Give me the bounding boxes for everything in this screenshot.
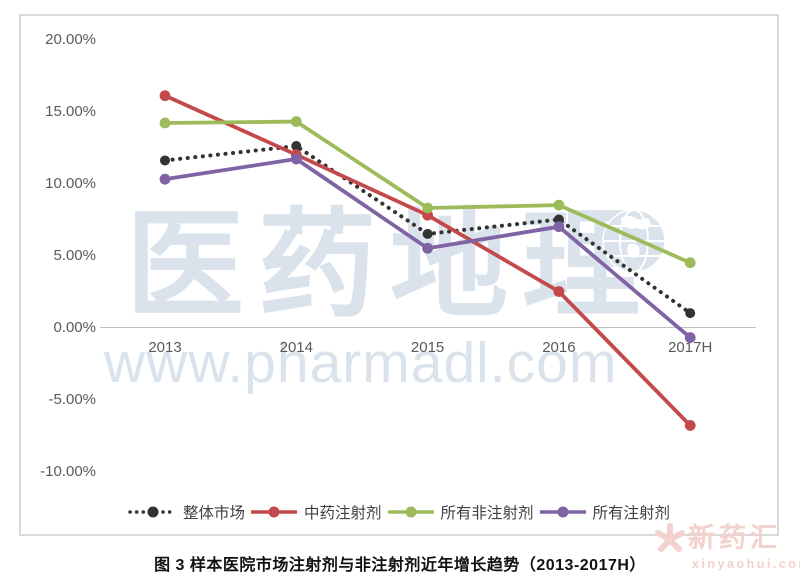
data-point-marker bbox=[684, 257, 696, 269]
y-tick-label: -5.00% bbox=[48, 390, 96, 408]
asterisk-logo-icon bbox=[655, 523, 685, 552]
legend-label: 中药注射剂 bbox=[303, 505, 382, 522]
y-tick-label: 15.00% bbox=[45, 102, 96, 120]
series-line bbox=[164, 93, 692, 427]
data-point-marker bbox=[553, 286, 565, 297]
x-tick-label: 2016 bbox=[542, 339, 576, 356]
data-point-marker bbox=[291, 141, 302, 152]
legend-label: 所有非注射剂 bbox=[440, 505, 534, 522]
legend-item: 整体市场 bbox=[128, 501, 245, 523]
x-tick-label: 2017H bbox=[668, 339, 713, 356]
x-tick-label: 2014 bbox=[279, 339, 313, 356]
legend-label: 所有注射剂 bbox=[592, 505, 671, 522]
data-point-marker bbox=[553, 199, 565, 211]
figure-caption: 图 3 样本医院市场注射剂与非注射剂近年增长趋势（2013-2017H） bbox=[154, 557, 646, 574]
globe-icon bbox=[602, 209, 666, 273]
legend-swatch-icon bbox=[128, 506, 178, 518]
data-point-marker bbox=[422, 228, 433, 239]
y-tick-label: 10.00% bbox=[45, 174, 96, 192]
y-tick-label: 0.00% bbox=[53, 318, 96, 336]
data-point-marker bbox=[159, 117, 171, 129]
corner-watermark-brand: 新药汇 bbox=[688, 523, 781, 553]
data-point-marker bbox=[684, 420, 696, 431]
corner-watermark: 新药汇 xinyaohui.com bbox=[652, 521, 800, 571]
data-point-marker bbox=[290, 153, 302, 165]
x-tick-label: 2013 bbox=[148, 339, 182, 356]
y-tick-label: 20.00% bbox=[45, 30, 96, 48]
data-point-marker bbox=[160, 155, 170, 166]
watermark-brand-text: 医药地理 bbox=[126, 200, 655, 332]
chart-frame bbox=[19, 14, 779, 536]
corner-watermark-url: xinyaohui.com bbox=[692, 557, 800, 571]
chart-legend: 整体市场 中药注射剂 所有非注射剂 所有注射剂 bbox=[19, 499, 779, 525]
series-line bbox=[164, 119, 691, 265]
x-tick-label: 2015 bbox=[410, 339, 445, 356]
legend-swatch-icon bbox=[250, 506, 297, 518]
zero-gridline bbox=[100, 327, 756, 328]
legend-swatch-icon bbox=[539, 506, 586, 518]
legend-label: 整体市场 bbox=[182, 505, 245, 522]
legend-item: 所有注射剂 bbox=[538, 501, 671, 523]
y-tick-label: 5.00% bbox=[53, 246, 96, 264]
data-point-marker bbox=[553, 221, 565, 233]
legend-swatch-icon bbox=[387, 506, 434, 518]
data-point-marker bbox=[684, 332, 696, 343]
data-point-marker bbox=[159, 90, 171, 102]
watermark-url-text: www.pharmadl.com bbox=[104, 331, 618, 395]
data-point-marker bbox=[422, 202, 433, 214]
data-point-marker bbox=[159, 173, 171, 185]
legend-item: 中药注射剂 bbox=[249, 501, 382, 523]
y-tick-label: -10.00% bbox=[40, 462, 96, 480]
legend-item: 所有非注射剂 bbox=[386, 501, 534, 523]
data-point-marker bbox=[290, 116, 302, 127]
data-point-marker bbox=[685, 308, 696, 319]
data-point-marker bbox=[422, 242, 433, 254]
